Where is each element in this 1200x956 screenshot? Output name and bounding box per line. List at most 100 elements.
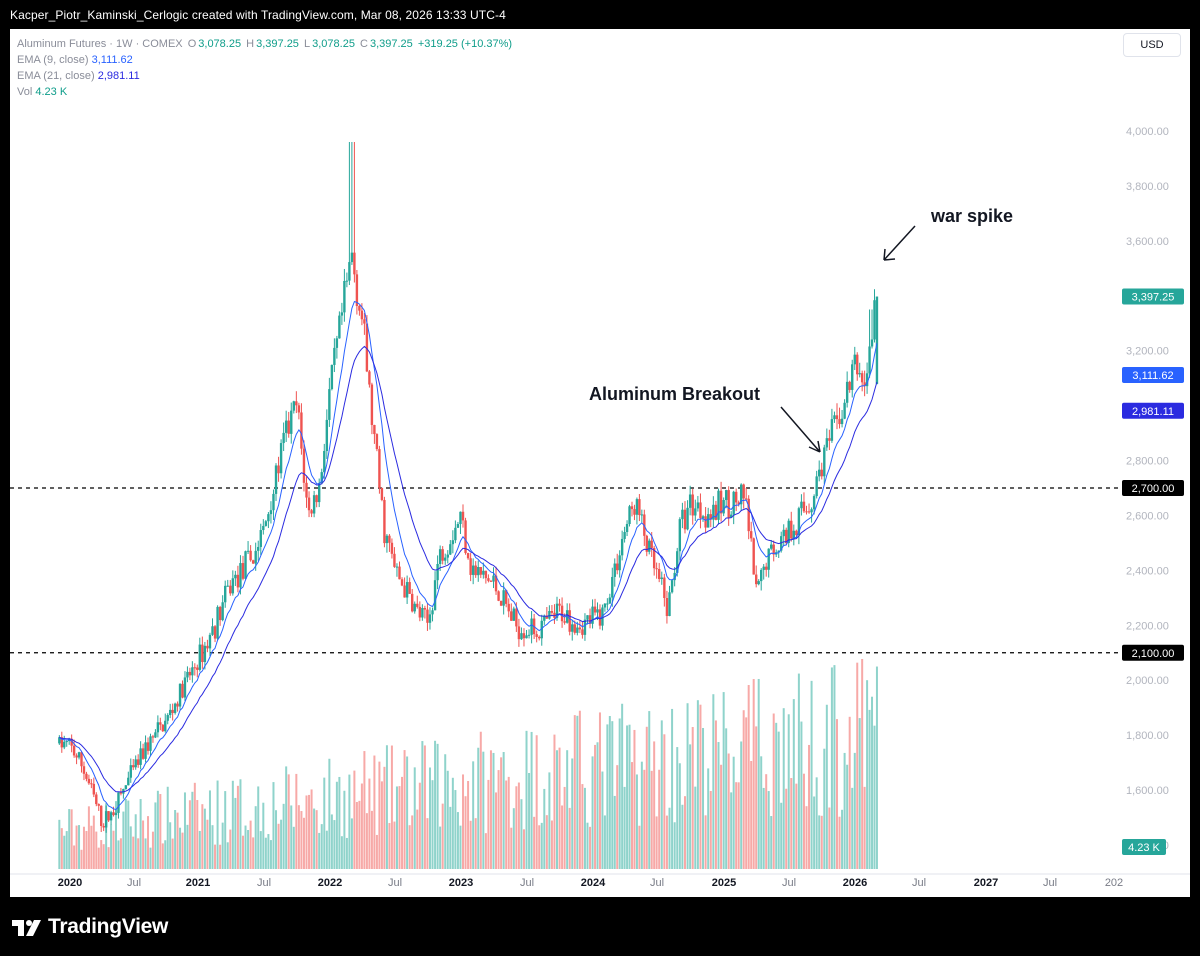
volume-bar	[183, 792, 186, 869]
price-axis-label: 4,000.00	[1126, 126, 1169, 138]
candle-body	[320, 472, 323, 484]
candle-body	[742, 484, 745, 499]
volume-bar	[653, 741, 656, 869]
volume-bar	[594, 744, 597, 869]
candle-body	[749, 531, 753, 539]
volume-bar	[390, 745, 393, 869]
legend-ema21-row[interactable]: EMA (21, close) 2,981.11	[17, 68, 514, 84]
price-chart[interactable]: war spike Aluminum Breakout 4,000.00 3,800…	[10, 29, 1190, 897]
volume-bar	[681, 804, 684, 869]
volume-bar	[411, 815, 414, 869]
volume-bar	[423, 745, 426, 869]
candle-body	[166, 715, 169, 721]
candle-body	[714, 504, 718, 520]
volume-bar	[722, 692, 725, 869]
volume-bar	[383, 766, 386, 869]
candle-body	[623, 532, 626, 539]
candle-body	[676, 551, 679, 573]
candle-body	[340, 312, 344, 316]
volume-bar	[459, 825, 462, 869]
volume-bar	[517, 782, 520, 869]
candle-body	[97, 804, 100, 806]
candle-body	[92, 783, 96, 795]
candle-body	[380, 487, 384, 500]
volume-bar	[655, 816, 658, 869]
volume-bar	[833, 665, 836, 869]
candle-body	[598, 609, 602, 626]
candle-body	[858, 373, 861, 375]
candle-body	[70, 738, 73, 746]
candle-body	[540, 620, 543, 639]
candle-body	[482, 570, 485, 575]
candle-body	[292, 401, 295, 411]
volume-bar	[290, 805, 293, 869]
candle-body	[499, 600, 503, 606]
volume-bar	[645, 726, 648, 869]
time-axis-label: 2024	[581, 877, 606, 889]
candle-body	[550, 611, 554, 613]
volume-bar	[137, 838, 140, 869]
candle-body	[284, 420, 288, 433]
chart-frame[interactable]: war spike Aluminum Breakout 4,000.00 3,800…	[10, 29, 1190, 897]
volume-bar	[358, 800, 361, 869]
volume-bar	[571, 758, 574, 869]
candle-body	[315, 495, 318, 503]
volume-bar	[73, 845, 76, 869]
volume-bar	[92, 815, 95, 869]
candle-body	[312, 495, 316, 514]
volume-bar	[315, 810, 318, 869]
candle-body	[875, 296, 879, 385]
volume-bar	[790, 778, 793, 869]
candle-body	[444, 557, 447, 561]
candle-body	[863, 382, 866, 387]
legend-volume-row[interactable]: Vol 4.23 K	[17, 84, 514, 100]
price-axis-label: 2,600.00	[1126, 510, 1169, 522]
volume-bar	[626, 725, 629, 869]
volume-bar	[699, 704, 702, 869]
candle-body	[474, 565, 477, 576]
candle-body	[325, 419, 329, 451]
volume-bar	[707, 768, 710, 869]
volume-bar	[658, 769, 661, 869]
volume-bar	[755, 726, 758, 869]
volume-bar	[355, 801, 358, 869]
time-axis-label: Jul	[127, 877, 141, 889]
candle-body	[231, 578, 235, 594]
legend-ema9-row[interactable]: EMA (9, close) 3,111.62	[17, 52, 514, 68]
volume-bar	[818, 815, 821, 869]
candle-body	[744, 498, 748, 500]
volume-bar	[742, 710, 745, 869]
candle-body	[818, 469, 821, 477]
volume-bar	[132, 836, 135, 869]
volume-bar	[328, 758, 331, 869]
volume-bar	[353, 770, 356, 869]
candle-body	[611, 576, 614, 598]
volume-bar	[267, 834, 270, 869]
volume-bar	[785, 788, 788, 869]
volume-bar	[219, 844, 222, 869]
candle-body	[310, 510, 313, 514]
volume-bar	[368, 778, 371, 869]
currency-button[interactable]: USD	[1123, 33, 1181, 57]
legend-ohlc-row: Aluminum Futures · 1W · COMEX O 3,078.25 …	[17, 36, 514, 52]
volume-bar	[174, 810, 177, 869]
candle-body	[464, 520, 467, 554]
volume-bar	[797, 673, 800, 869]
volume-bar	[373, 755, 376, 869]
volume-bar	[444, 754, 447, 869]
volume-bar	[226, 842, 229, 869]
candle-body	[168, 709, 172, 716]
candle-body	[241, 563, 245, 579]
volume-bar	[853, 752, 856, 869]
volume-bar	[507, 776, 510, 869]
legend-symbol[interactable]: Aluminum Futures · 1W · COMEX	[17, 38, 183, 50]
volume-bar	[611, 721, 614, 869]
volume-bar	[782, 708, 785, 869]
volume-bar	[720, 764, 723, 869]
volume-bar	[413, 767, 416, 869]
volume-bar	[838, 816, 841, 869]
candle-body	[466, 553, 470, 559]
volume-bar	[777, 731, 780, 869]
volume-bar	[810, 680, 813, 869]
candle-body	[124, 785, 128, 790]
